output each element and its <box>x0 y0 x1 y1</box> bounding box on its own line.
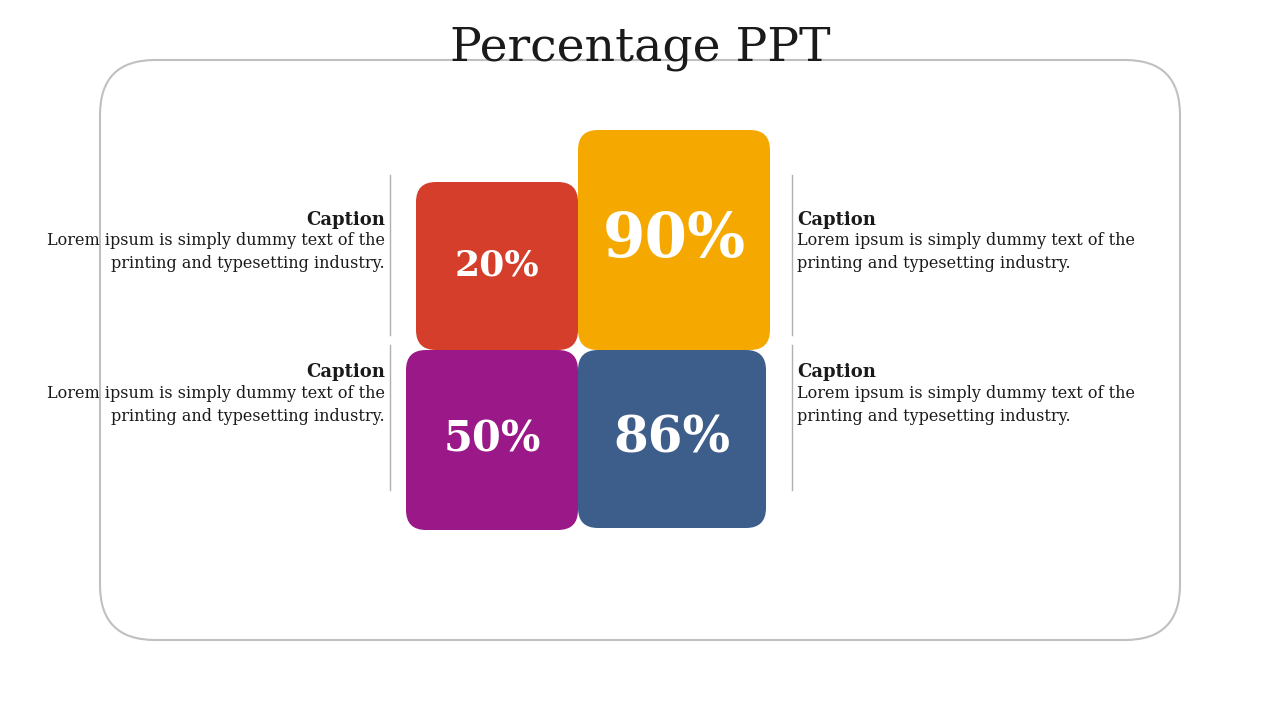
Text: Lorem ipsum is simply dummy text of the
printing and typesetting industry.: Lorem ipsum is simply dummy text of the … <box>797 233 1135 271</box>
FancyBboxPatch shape <box>100 60 1180 640</box>
Text: Lorem ipsum is simply dummy text of the
printing and typesetting industry.: Lorem ipsum is simply dummy text of the … <box>47 385 385 425</box>
Text: Percentage PPT: Percentage PPT <box>449 25 831 71</box>
FancyBboxPatch shape <box>413 357 585 537</box>
Text: Lorem ipsum is simply dummy text of the
printing and typesetting industry.: Lorem ipsum is simply dummy text of the … <box>797 385 1135 425</box>
Text: Caption: Caption <box>306 363 385 381</box>
Text: Caption: Caption <box>797 211 876 229</box>
Text: Caption: Caption <box>306 211 385 229</box>
FancyBboxPatch shape <box>585 137 777 357</box>
FancyBboxPatch shape <box>579 350 765 528</box>
Text: 90%: 90% <box>603 210 745 270</box>
Text: Caption: Caption <box>797 363 876 381</box>
FancyBboxPatch shape <box>416 182 579 350</box>
FancyBboxPatch shape <box>422 189 585 357</box>
FancyBboxPatch shape <box>406 350 579 530</box>
FancyBboxPatch shape <box>579 130 771 350</box>
Text: 20%: 20% <box>454 249 539 283</box>
Text: Lorem ipsum is simply dummy text of the
printing and typesetting industry.: Lorem ipsum is simply dummy text of the … <box>47 233 385 271</box>
Text: 50%: 50% <box>443 419 540 461</box>
Text: 86%: 86% <box>613 415 731 464</box>
FancyBboxPatch shape <box>585 357 773 535</box>
